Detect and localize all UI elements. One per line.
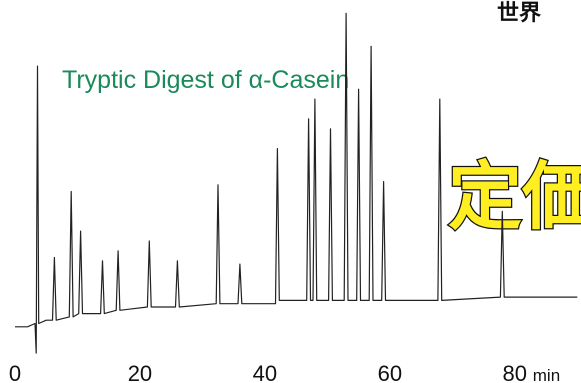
corner-text: 世界 xyxy=(497,0,541,25)
chromatogram-trace xyxy=(15,12,578,354)
x-tick-label: 40 xyxy=(253,361,277,383)
x-tick-label: 0 xyxy=(9,361,21,383)
x-tick-label: 60 xyxy=(378,361,402,383)
price-text: 定価 xyxy=(448,155,581,238)
x-unit-label: min xyxy=(533,366,560,383)
x-tick-label: 20 xyxy=(128,361,152,383)
chart-title: Tryptic Digest of α-Casein xyxy=(62,66,349,94)
x-tick-label: 80 xyxy=(503,361,527,383)
